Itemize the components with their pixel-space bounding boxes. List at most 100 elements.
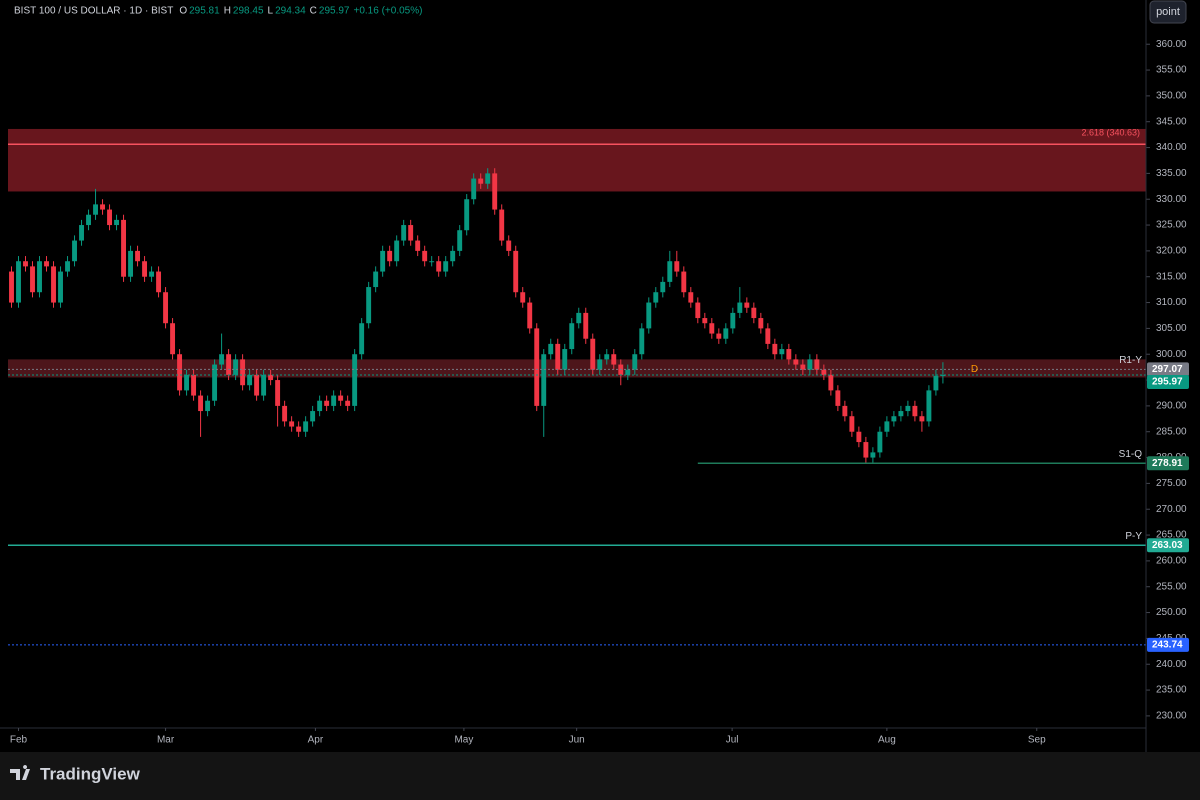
candle-body bbox=[485, 173, 491, 184]
candle-body bbox=[107, 209, 112, 226]
y-tick-label: 355.00 bbox=[1156, 65, 1187, 76]
candle-body bbox=[261, 374, 267, 396]
y-tick-label: 260.00 bbox=[1156, 556, 1187, 567]
candle-body bbox=[772, 343, 778, 355]
zone bbox=[8, 128, 1146, 192]
candle-body bbox=[401, 225, 407, 241]
point-button[interactable] bbox=[1149, 0, 1187, 24]
ohlc-key: H bbox=[224, 6, 231, 17]
candle-body bbox=[310, 411, 316, 422]
y-tick-label: 320.00 bbox=[1156, 246, 1187, 257]
candle-body bbox=[534, 328, 540, 406]
candle-body bbox=[366, 287, 372, 324]
candle-body bbox=[219, 354, 225, 365]
candle-body bbox=[51, 266, 56, 303]
candle-body bbox=[289, 421, 295, 427]
candle-body bbox=[387, 250, 393, 262]
candle-body bbox=[142, 261, 148, 277]
logo-mark bbox=[10, 765, 30, 780]
y-tick-label: 250.00 bbox=[1156, 607, 1187, 618]
candle-body bbox=[233, 359, 239, 375]
price-badge-label: 243.74 bbox=[1152, 640, 1183, 651]
candle-body bbox=[709, 323, 715, 334]
y-tick-label: 235.00 bbox=[1156, 685, 1187, 696]
candle-body bbox=[345, 400, 351, 406]
candle-body bbox=[471, 178, 477, 200]
candle-body bbox=[499, 209, 505, 241]
price-badge bbox=[1147, 375, 1189, 390]
candle-body bbox=[331, 395, 337, 406]
candle-body bbox=[44, 261, 49, 267]
candle-body bbox=[23, 261, 28, 267]
candle-body bbox=[191, 374, 197, 396]
candle-body bbox=[681, 271, 687, 293]
candle-body bbox=[422, 250, 428, 262]
candle-body bbox=[275, 380, 281, 406]
ohlc-key: C bbox=[310, 6, 317, 17]
candle-body bbox=[884, 421, 890, 432]
candle-body bbox=[632, 354, 638, 370]
candle-body bbox=[373, 271, 379, 288]
candle-body bbox=[653, 292, 659, 303]
fib-label: 2.618 (340.63) bbox=[1081, 128, 1140, 138]
candle-body bbox=[65, 261, 70, 272]
level-label: P-Y bbox=[1125, 531, 1142, 542]
candle-body bbox=[79, 225, 84, 241]
candle-body bbox=[135, 250, 141, 262]
candle-body bbox=[205, 400, 211, 412]
price-badge bbox=[1147, 538, 1189, 553]
candle-body bbox=[912, 405, 918, 417]
symbol: BIST 100 / US DOLLAR · 1D · BIST bbox=[14, 6, 173, 17]
candle-body bbox=[597, 359, 603, 370]
footer bbox=[0, 752, 1200, 800]
candle-body bbox=[576, 312, 582, 324]
candle-body bbox=[352, 354, 358, 406]
candle-body bbox=[828, 374, 834, 391]
candle-body bbox=[58, 271, 63, 303]
candle-body bbox=[548, 343, 554, 355]
brand: TradingView bbox=[40, 764, 141, 783]
price-badge-label: 295.97 bbox=[1152, 377, 1183, 388]
y-tick-label: 265.00 bbox=[1156, 530, 1187, 541]
y-tick-label: 325.00 bbox=[1156, 220, 1187, 231]
candle-body bbox=[590, 338, 596, 370]
candle-body bbox=[926, 390, 932, 422]
candle-body bbox=[737, 302, 743, 313]
candle-body bbox=[170, 323, 176, 355]
candle-body bbox=[870, 452, 876, 458]
x-tick-label: May bbox=[454, 735, 473, 746]
candle-body bbox=[282, 405, 288, 422]
candle-body bbox=[765, 328, 771, 344]
candle-body bbox=[611, 354, 617, 365]
candle-body bbox=[317, 400, 323, 412]
candle-body bbox=[16, 261, 21, 303]
candle-body bbox=[254, 374, 260, 396]
candle-body bbox=[37, 261, 42, 293]
price-badge bbox=[1147, 456, 1189, 471]
ohlc-key: L bbox=[268, 6, 274, 17]
candle-body bbox=[646, 302, 652, 329]
candle-body bbox=[128, 250, 134, 277]
x-tick-label: Sep bbox=[1028, 735, 1046, 746]
y-tick-label: 330.00 bbox=[1156, 194, 1187, 205]
y-tick-label: 290.00 bbox=[1156, 401, 1187, 412]
candle-body bbox=[583, 312, 589, 339]
x-tick-label: Jun bbox=[569, 735, 585, 746]
candle-body bbox=[604, 354, 610, 360]
candle-body bbox=[800, 364, 806, 370]
x-tick-label: Aug bbox=[878, 735, 896, 746]
y-tick-label: 255.00 bbox=[1156, 581, 1187, 592]
candle-body bbox=[149, 271, 155, 277]
zone bbox=[8, 359, 1146, 378]
candle-body bbox=[779, 349, 785, 355]
candle-body bbox=[443, 261, 449, 272]
candle-body bbox=[730, 312, 736, 329]
candle-body bbox=[240, 359, 246, 386]
candle-body bbox=[814, 359, 820, 370]
candle-body bbox=[821, 369, 827, 375]
candle-body bbox=[695, 302, 701, 319]
button-label[interactable]: point bbox=[1156, 6, 1180, 18]
y-tick-label: 310.00 bbox=[1156, 297, 1187, 308]
